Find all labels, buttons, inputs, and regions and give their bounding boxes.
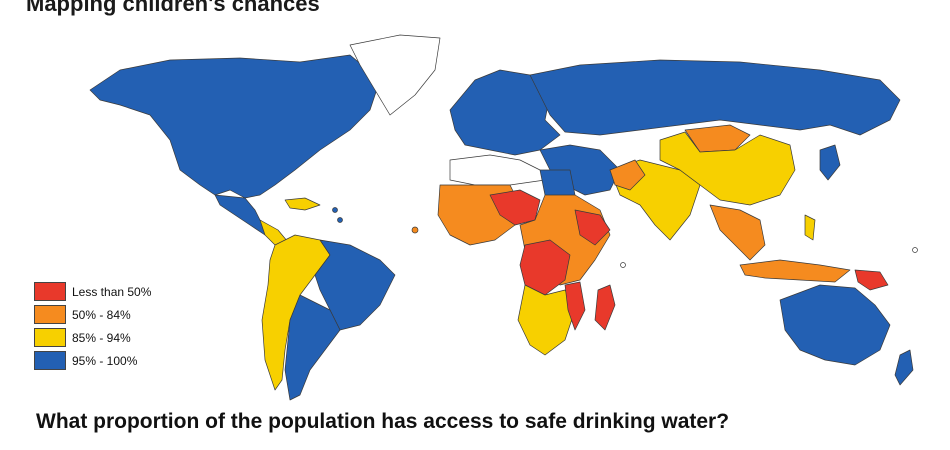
page-title: Mapping children's chances <box>26 0 320 16</box>
legend-item: 95% - 100% <box>34 349 151 372</box>
map-region-north-africa <box>449 154 546 186</box>
map-region-australia <box>779 284 891 366</box>
map-island-dot <box>620 262 626 268</box>
map-region-afghanistan-pakistan <box>609 159 646 191</box>
map-region-indonesia <box>739 259 851 283</box>
map-island-dot <box>912 247 918 253</box>
map-question: What proportion of the population has ac… <box>36 410 730 433</box>
map-region-new-zealand <box>894 349 914 386</box>
legend-swatch <box>34 351 66 370</box>
map-region-south-america-south <box>284 294 341 401</box>
legend-item: 85% - 94% <box>34 326 151 349</box>
legend-swatch <box>34 328 66 347</box>
map-island-dot <box>332 207 338 213</box>
map-region-central-africa <box>519 239 571 296</box>
map-region-southeast-asia <box>709 204 766 261</box>
world-map <box>20 20 940 405</box>
map-region-russia <box>529 59 901 136</box>
map-region-madagascar <box>594 284 616 331</box>
map-region-philippines <box>804 214 816 241</box>
map-region-china <box>659 131 796 206</box>
legend-label: Less than 50% <box>72 284 152 299</box>
map-region-mozambique <box>564 281 586 331</box>
map-region-north-america <box>89 54 381 199</box>
legend-item: Less than 50% <box>34 280 151 303</box>
map-region-greenland <box>349 34 441 116</box>
legend-swatch <box>34 282 66 301</box>
map-region-japan <box>819 144 841 181</box>
legend-label: 50% - 84% <box>72 307 131 322</box>
legend-label: 95% - 100% <box>72 353 138 368</box>
map-region-europe <box>449 69 561 156</box>
map-region-southern-africa <box>517 284 576 356</box>
map-region-east-africa-horn <box>574 209 611 246</box>
map-region-brazil <box>314 239 396 331</box>
legend-item: 50% - 84% <box>34 303 151 326</box>
map-region-caribbean <box>284 197 321 211</box>
map-island-dot <box>337 217 343 223</box>
map-island-dot <box>411 226 419 234</box>
legend-label: 85% - 94% <box>72 330 131 345</box>
map-legend: Less than 50% 50% - 84% 85% - 94% 95% - … <box>34 280 151 372</box>
map-region-papua-new-guinea <box>854 269 889 291</box>
legend-swatch <box>34 305 66 324</box>
